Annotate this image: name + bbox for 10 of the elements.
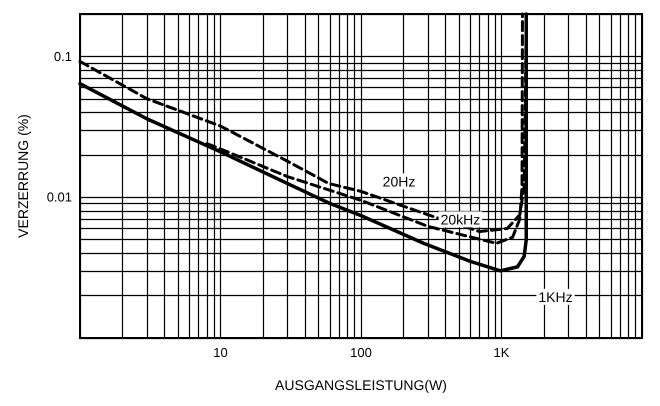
- x-tick-label: 100: [350, 345, 372, 360]
- annotation: 1KHz: [538, 288, 573, 305]
- annotation: 20Hz: [382, 173, 416, 190]
- annotation: 20kHz: [440, 211, 480, 228]
- y-tick-label: 0.01: [46, 190, 72, 205]
- x-tick-label: 1K: [494, 345, 510, 360]
- x-axis-title: AUSGANGSLEISTUNG(W): [275, 377, 447, 393]
- y-axis-title: VERZERRUNG (%): [15, 114, 31, 238]
- x-tick-label: 10: [213, 345, 228, 360]
- y-tick-label: 0.1: [54, 48, 72, 64]
